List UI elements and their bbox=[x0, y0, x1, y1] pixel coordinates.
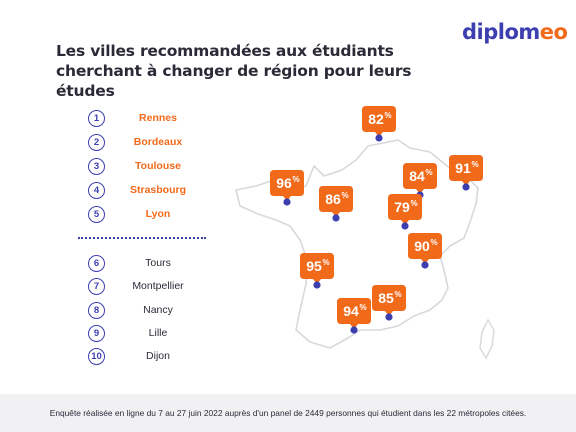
rank-city-name: Lyon bbox=[145, 208, 171, 220]
value-label: 96 bbox=[276, 175, 292, 191]
city-dot bbox=[332, 214, 340, 222]
percent-sign: % bbox=[410, 199, 417, 208]
value-label: 94 bbox=[343, 303, 359, 319]
city-dot bbox=[421, 261, 429, 269]
ranking-item-9: 9 Lille bbox=[88, 323, 218, 343]
ranking-item-6: 6 Tours bbox=[88, 253, 218, 273]
city-dot bbox=[401, 222, 409, 230]
percent-sign: % bbox=[292, 175, 299, 184]
rank-city-name: Nancy bbox=[143, 304, 173, 316]
rank-number-circle: 5 bbox=[88, 205, 105, 223]
value-label: 95 bbox=[306, 258, 322, 274]
value-label: 79 bbox=[394, 199, 410, 215]
ranking-item-8: 8 Nancy bbox=[88, 300, 218, 320]
map-pin: 86% bbox=[319, 186, 353, 222]
rank-number-circle: 7 bbox=[88, 277, 105, 295]
footer: Enquête réalisée en ligne du 7 au 27 jui… bbox=[0, 394, 576, 432]
value-badge bbox=[319, 186, 353, 217]
city-dot bbox=[350, 326, 358, 334]
rank-city-name: Tours bbox=[145, 257, 171, 269]
city-dot bbox=[283, 198, 291, 206]
ranking-divider bbox=[78, 237, 206, 239]
page-title: Les villes recommandées aux étudiants ch… bbox=[56, 42, 412, 100]
rank-city-name: Bordeaux bbox=[133, 136, 183, 148]
rank-city-name: Dijon bbox=[146, 350, 170, 362]
city-dot bbox=[375, 134, 383, 142]
rank-number-circle: 10 bbox=[88, 347, 105, 365]
rank-number-circle: 8 bbox=[88, 301, 105, 319]
value-badge bbox=[388, 194, 422, 225]
percent-sign: % bbox=[471, 160, 478, 169]
percent-sign: % bbox=[430, 238, 437, 247]
ranking-item-10: 10 Dijon bbox=[88, 346, 218, 366]
value-badge bbox=[337, 298, 371, 329]
city-dot bbox=[313, 281, 321, 289]
city-dot bbox=[385, 313, 393, 321]
value-badge bbox=[403, 163, 437, 194]
rank-number-circle: 2 bbox=[88, 133, 105, 151]
corsica-outline bbox=[479, 318, 495, 360]
rank-number-circle: 3 bbox=[88, 157, 105, 175]
map-pin: 79% bbox=[388, 194, 422, 230]
percent-sign: % bbox=[341, 191, 348, 200]
map-pin: 84% bbox=[403, 163, 437, 199]
city-dot bbox=[462, 183, 470, 191]
ranking-item-5: 5 Lyon bbox=[88, 204, 218, 224]
ranking-item-1: 1 Rennes bbox=[88, 108, 218, 128]
diplomeo-logo: diplomeo bbox=[462, 20, 568, 44]
percent-sign: % bbox=[384, 111, 391, 120]
ranking-item-2: 2 Bordeaux bbox=[88, 132, 218, 152]
value-badge bbox=[300, 253, 334, 284]
rank-city-name: Montpellier bbox=[132, 280, 184, 292]
rank-number-circle: 6 bbox=[88, 254, 105, 272]
footer-note: Enquête réalisée en ligne du 7 au 27 jui… bbox=[49, 408, 527, 418]
rank-city-name: Strasbourg bbox=[129, 184, 186, 196]
value-badge bbox=[362, 106, 396, 137]
map-pin: 85% bbox=[372, 285, 406, 321]
value-badge bbox=[449, 155, 483, 186]
map-pin: 82% bbox=[362, 106, 396, 142]
map-pin: 95% bbox=[300, 253, 334, 289]
value-label: 82 bbox=[368, 111, 384, 127]
value-label: 84 bbox=[409, 168, 425, 184]
ranking-item-4: 4 Strasbourg bbox=[88, 180, 218, 200]
value-badge bbox=[270, 170, 304, 201]
percent-sign: % bbox=[394, 290, 401, 299]
map-pin: 96% bbox=[270, 170, 304, 206]
percent-sign: % bbox=[322, 258, 329, 267]
rank-city-name: Rennes bbox=[139, 112, 177, 124]
ranking-item-7: 7 Montpellier bbox=[88, 276, 218, 296]
value-label: 86 bbox=[325, 191, 341, 207]
rank-number-circle: 9 bbox=[88, 324, 105, 342]
value-label: 85 bbox=[378, 290, 394, 306]
rank-city-name: Toulouse bbox=[135, 160, 181, 172]
value-label: 90 bbox=[414, 238, 430, 254]
map-pin: 91% bbox=[449, 155, 483, 191]
percent-sign: % bbox=[425, 168, 432, 177]
value-badge bbox=[408, 233, 442, 264]
ranking-item-3: 3 Toulouse bbox=[88, 156, 218, 176]
value-label: 91 bbox=[455, 160, 471, 176]
rank-number-circle: 4 bbox=[88, 181, 105, 199]
value-badge bbox=[372, 285, 406, 316]
rank-number-circle: 1 bbox=[88, 109, 105, 127]
rank-city-name: Lille bbox=[148, 327, 168, 339]
map-pin: 94% bbox=[337, 298, 371, 334]
map-pin: 90% bbox=[408, 233, 442, 269]
france-map: 82 %84% 91 %96 %86 %79 %90 %95 %85 %94% bbox=[235, 106, 495, 360]
percent-sign: % bbox=[359, 303, 366, 312]
